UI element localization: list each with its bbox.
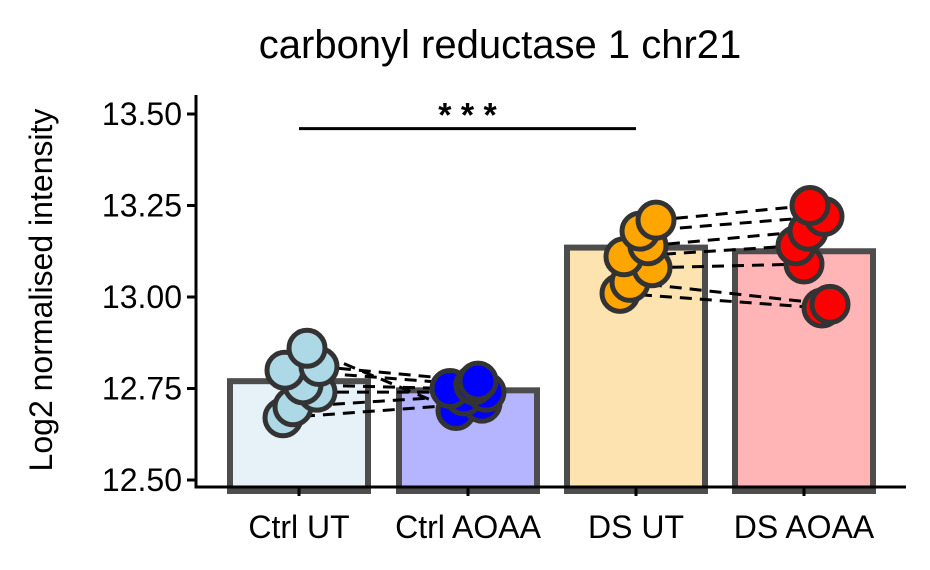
data-point	[809, 283, 851, 325]
pair-line	[629, 280, 831, 306]
x-tick-label: Ctrl AOAA	[395, 509, 541, 545]
pair-line	[619, 291, 823, 310]
significance-label: * * *	[438, 97, 497, 135]
plot-area: 12.50 12.75 13.00 13.25 13.50 Ctrl UT Ctrl AOA…	[102, 95, 906, 545]
data-point	[635, 199, 677, 241]
y-tick-label: 13.00	[102, 279, 182, 315]
data-point	[286, 327, 328, 369]
data-point	[457, 360, 499, 402]
y-tick-label: 12.50	[102, 462, 182, 498]
y-axis-label: Log2 normalised intensity	[23, 109, 59, 472]
y-tick-label: 12.75	[102, 371, 182, 407]
x-tick-label: Ctrl UT	[248, 509, 349, 545]
chart-title: carbonyl reductase 1 chr21	[259, 23, 742, 67]
data-point	[789, 185, 831, 226]
pair-line	[647, 229, 809, 248]
pair-line	[651, 262, 805, 270]
pair-line	[318, 365, 479, 383]
bar-ds-aoaa	[732, 248, 876, 494]
x-tick-label: DS UT	[588, 509, 684, 545]
pair-line	[655, 204, 811, 222]
x-tick-label: DS AOAA	[734, 509, 875, 545]
y-tick-label: 13.25	[102, 188, 182, 224]
y-tick-label: 13.50	[102, 96, 182, 132]
